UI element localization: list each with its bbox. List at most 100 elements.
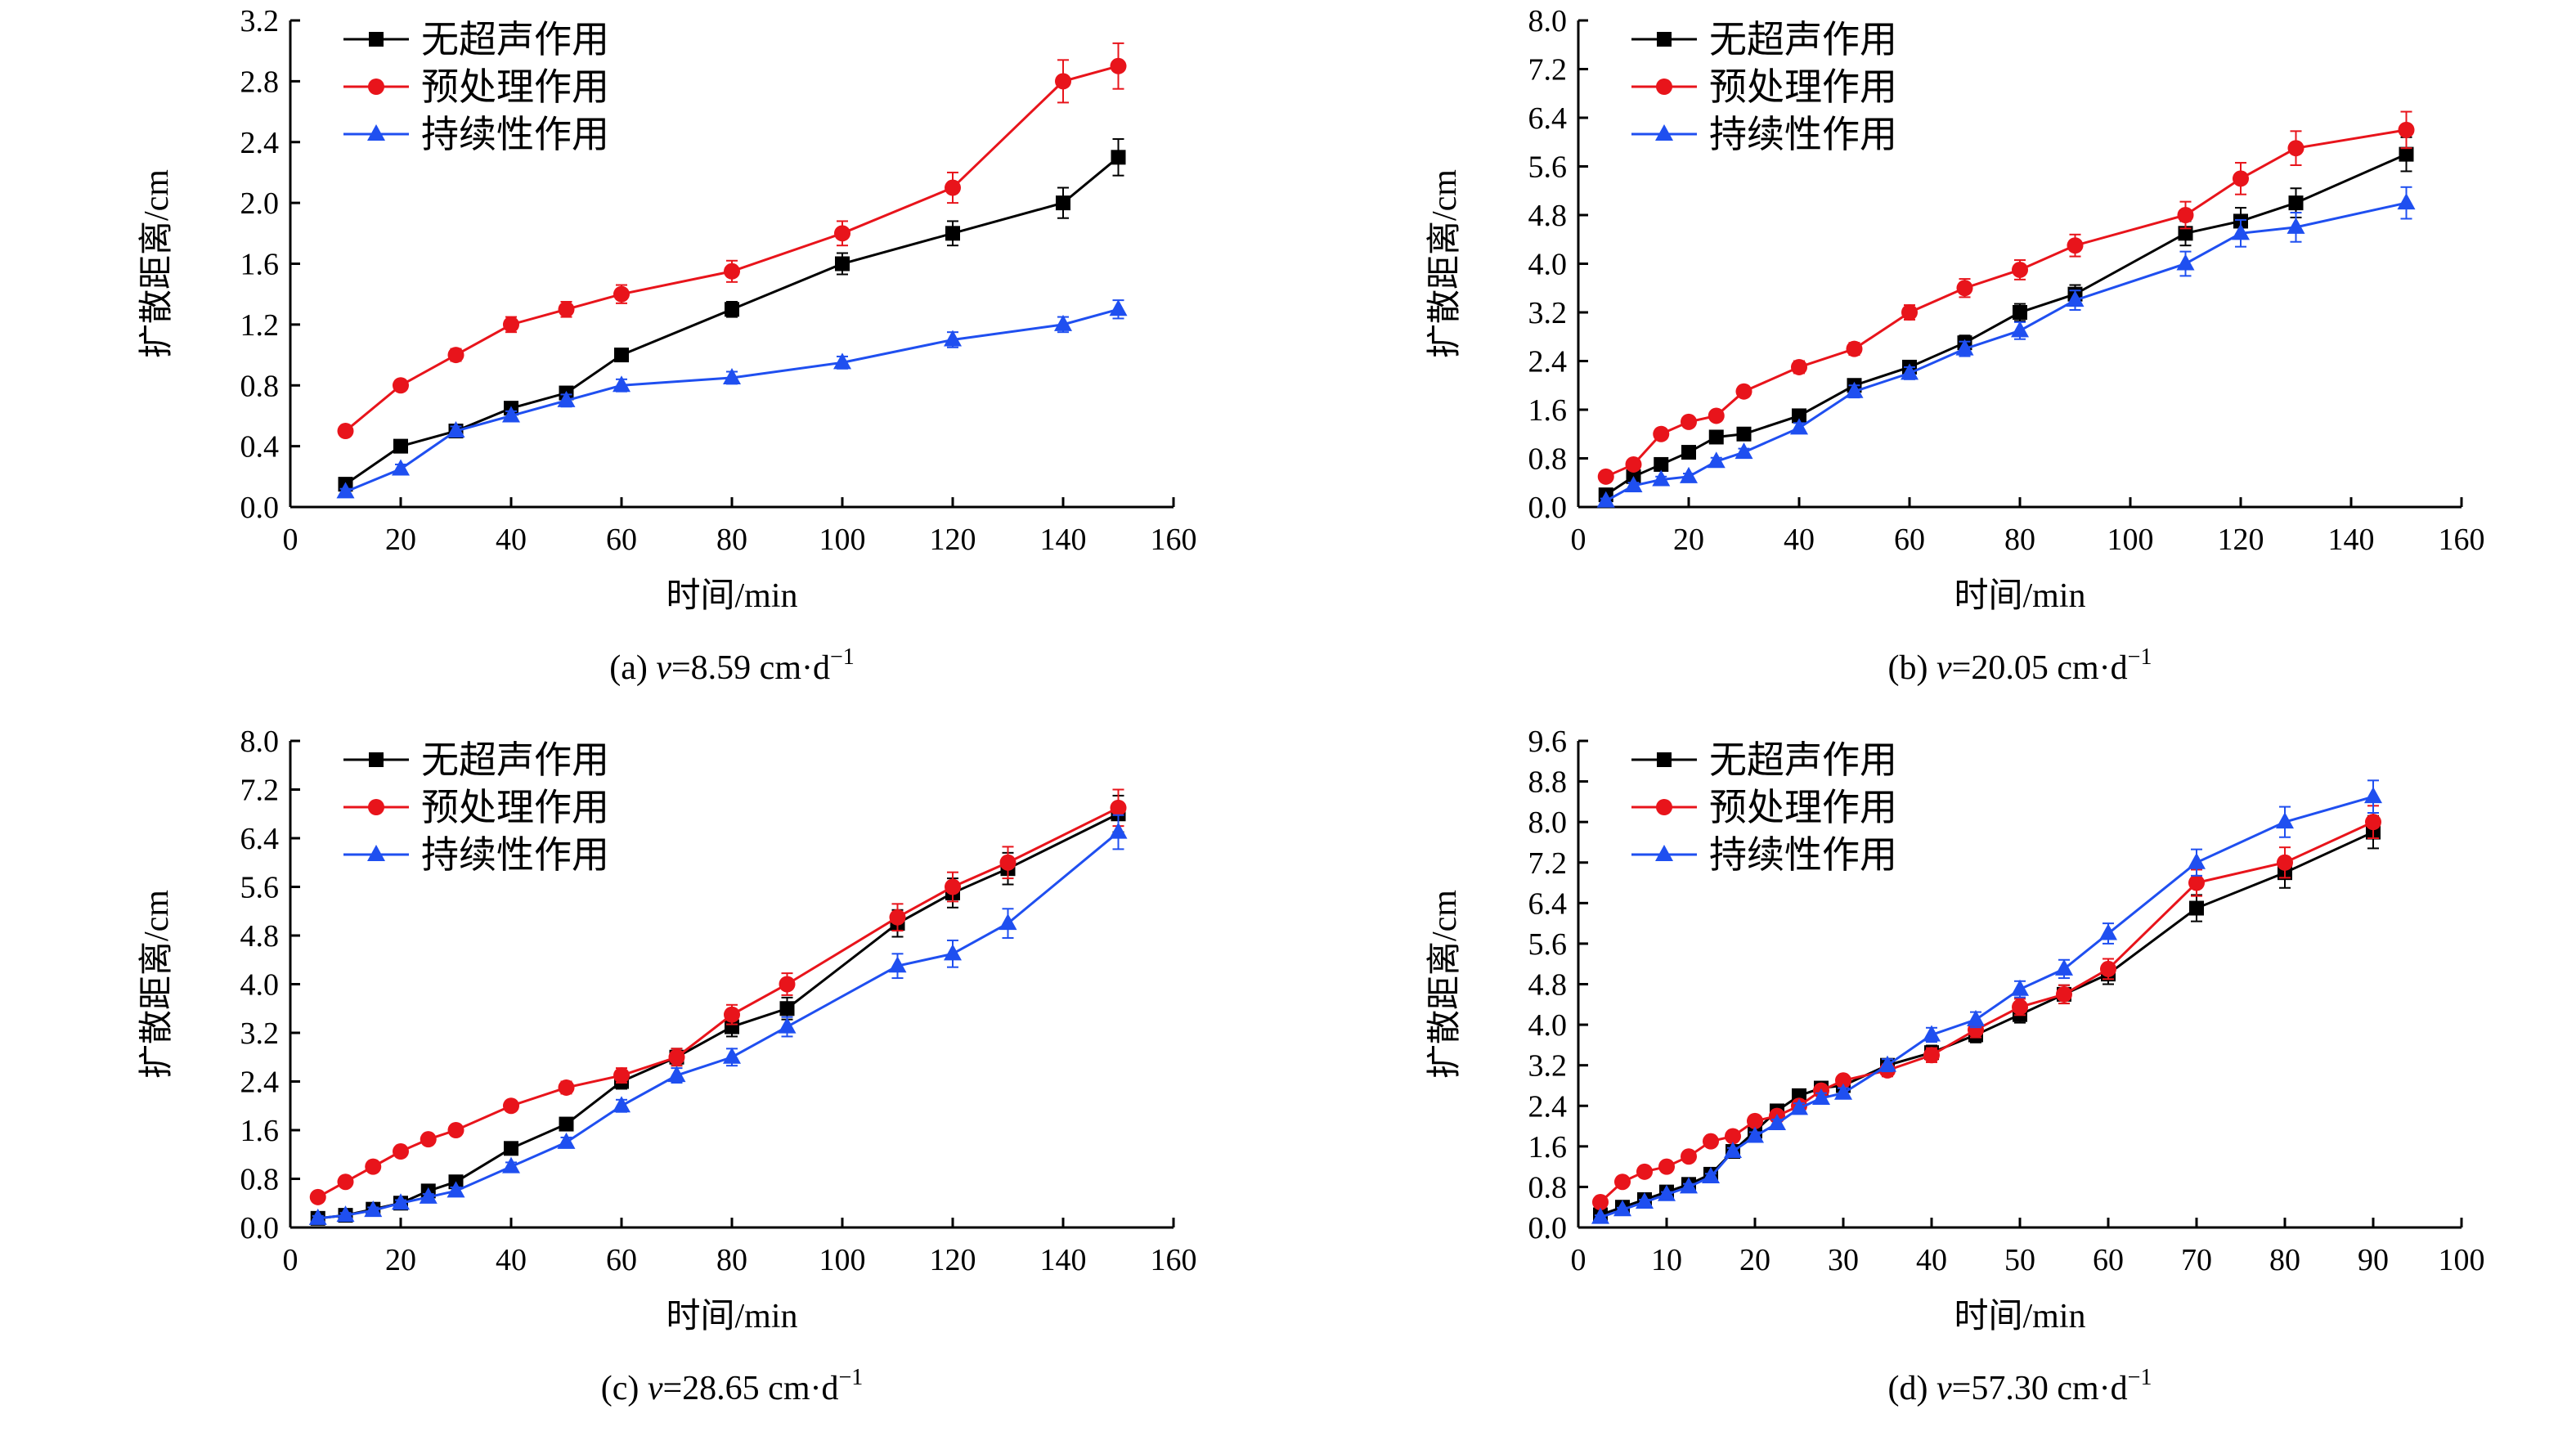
y-tick-label: 0.8 [1528, 1170, 1568, 1205]
data-point [724, 263, 740, 280]
data-point [1901, 363, 1919, 380]
data-point [393, 1143, 409, 1160]
legend-label: 预处理作用 [1709, 66, 1897, 108]
chart-panel-c: 0 20 40 60 80 100 120 140 160 0.0 0.8 1.6 2.4 3.2 4.0 4… [0, 720, 1288, 1441]
data-point [1724, 1142, 1742, 1159]
x-tick-label: 10 [1651, 1243, 1682, 1277]
data-point [336, 1205, 355, 1223]
x-axis-label: 时间/min [1954, 1298, 2085, 1335]
legend-label: 无超声作用 [1709, 739, 1897, 781]
y-tick-label: 4.0 [1528, 248, 1568, 282]
data-point [1735, 383, 1752, 400]
chart-caption: (d) v=57.30 cm·d−1 [1888, 1365, 2152, 1407]
series-1 [1598, 136, 2414, 503]
data-point [2365, 814, 2381, 831]
series-3 [1591, 779, 2382, 1224]
y-tick-label: 0.0 [1528, 1211, 1568, 1245]
caption-value: =57.30 cm·d [1952, 1370, 2128, 1407]
legend-label: 持续性作用 [1709, 834, 1897, 876]
data-point [1055, 73, 1071, 90]
data-point [1592, 1194, 1609, 1211]
y-tick-label: 7.2 [1528, 846, 1568, 881]
data-point [447, 347, 464, 364]
y-tick-label: 8.0 [240, 725, 280, 759]
chart-caption: (a) v=8.59 cm·d−1 [609, 644, 855, 687]
y-tick-label: 6.4 [240, 822, 280, 856]
data-point [999, 854, 1016, 871]
data-point [447, 421, 465, 438]
data-point [2188, 874, 2205, 891]
data-point [2277, 854, 2293, 871]
x-tick-label: 80 [716, 523, 747, 557]
x-tick-label: 160 [2439, 523, 2485, 557]
data-point [1901, 304, 1918, 321]
data-point [1735, 442, 1753, 460]
data-point [2176, 254, 2195, 271]
data-point [1768, 1113, 1786, 1130]
data-point [1792, 408, 1806, 424]
data-point [1812, 1088, 1830, 1105]
x-tick-label: 40 [496, 523, 527, 557]
legend-marker [369, 32, 384, 47]
y-tick-label: 5.6 [240, 871, 280, 905]
x-tick-label: 0 [283, 1243, 298, 1277]
x-tick-label: 20 [1673, 523, 1704, 557]
y-tick-label: 2.4 [1528, 345, 1568, 379]
y-axis-label: 扩散距离/cm [137, 890, 176, 1079]
data-point [1846, 340, 1863, 357]
data-point [2100, 960, 2116, 977]
data-point [945, 878, 961, 895]
caption-superscript: −1 [838, 1365, 863, 1390]
y-axis-label: 扩散距离/cm [1425, 169, 1464, 358]
series-line [1605, 128, 2407, 478]
data-point [1109, 822, 1128, 839]
data-point [559, 1116, 574, 1132]
y-tick-label: 0.0 [240, 491, 280, 525]
x-tick-label: 80 [716, 1243, 747, 1277]
x-axis-label: 时间/min [1954, 577, 2085, 615]
y-tick-label: 7.2 [240, 774, 280, 808]
legend-label: 无超声作用 [421, 739, 609, 781]
y-tick-label: 1.2 [240, 308, 280, 343]
x-tick-label: 140 [2328, 523, 2375, 557]
data-point [1725, 1128, 1741, 1145]
data-point [2398, 121, 2415, 138]
series-1 [338, 138, 1126, 492]
data-point [1790, 1098, 1808, 1115]
y-tick-label: 6.4 [1528, 886, 1568, 921]
x-tick-label: 100 [819, 523, 866, 557]
y-tick-label: 2.4 [240, 126, 280, 160]
data-point [888, 956, 907, 973]
data-point [2099, 923, 2117, 940]
data-point [614, 348, 629, 363]
y-tick-label: 0.0 [240, 1211, 280, 1245]
x-tick-label: 60 [606, 523, 637, 557]
x-tick-label: 50 [2004, 1243, 2035, 1277]
data-point [2189, 900, 2204, 916]
data-point [944, 330, 962, 347]
y-tick-label: 0.8 [1528, 442, 1568, 477]
x-tick-label: 120 [930, 523, 976, 557]
x-tick-label: 140 [1040, 1243, 1087, 1277]
data-point [2288, 195, 2304, 211]
y-tick-label: 9.6 [1528, 725, 1568, 759]
legend-marker [1656, 79, 1672, 95]
data-point [308, 1208, 327, 1225]
y-tick-label: 3.2 [1528, 296, 1568, 330]
chart-panel-b: 0 20 40 60 80 100 120 140 160 0.0 0.8 1.6 2.4 3.2 4.0 4… [1288, 0, 2576, 720]
y-tick-label: 1.6 [240, 1114, 280, 1148]
legend-label: 预处理作用 [421, 66, 609, 108]
data-point [778, 1016, 797, 1034]
data-point [723, 367, 741, 384]
x-tick-label: 120 [930, 1243, 976, 1277]
caption-variable: v [656, 649, 671, 687]
data-point [668, 1048, 685, 1066]
data-point [2067, 237, 2084, 254]
legend-label: 持续性作用 [1709, 114, 1897, 155]
chart-svg-c: 0 20 40 60 80 100 120 140 160 0.0 0.8 1.6 2.4 3.2 4.0 4… [137, 725, 1197, 1407]
data-point [945, 226, 960, 241]
data-point [1652, 469, 1671, 487]
data-point [1923, 1025, 1941, 1042]
series-3 [336, 299, 1128, 499]
data-point [779, 1001, 795, 1016]
